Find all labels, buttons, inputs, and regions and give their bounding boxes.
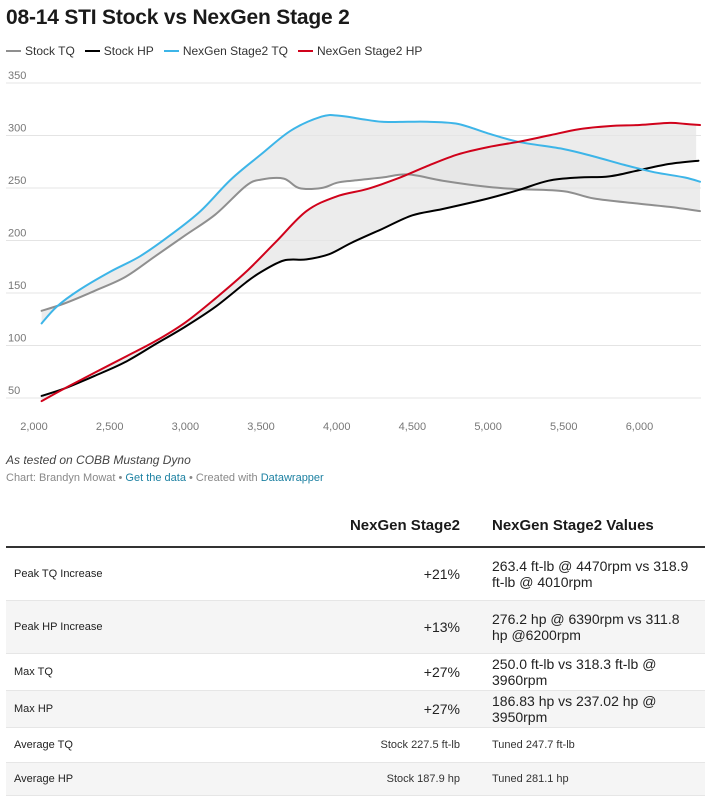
row-label: Average HP [6,762,222,796]
legend-item-stock-hp: Stock HP [84,44,154,58]
datawrapper-link[interactable]: Datawrapper [260,472,324,484]
row-pct: +27% [222,653,468,691]
table-row: Max TQ +27% 250.0 ft-lb vs 318.3 ft-lb @… [6,653,705,691]
series-line-stock-tq [40,173,701,312]
legend-label-nexgen-hp: NexGen Stage2 HP [316,44,423,58]
chart-note: As tested on COBB Mustang Dyno [6,453,191,467]
legend-swatch-stock-tq [6,50,21,52]
y-tick-label: 150 [8,280,26,292]
x-tick-label: 3,000 [172,421,200,433]
legend-label-stock-tq: Stock TQ [25,44,75,58]
comparison-table: NexGen Stage2 NexGen Stage2 Values Peak … [6,513,705,796]
y-tick-label: 250 [8,175,26,187]
row-values: 263.4 ft-lb @ 4470rpm vs 318.9 ft-lb @ 4… [468,547,705,601]
x-tick-label: 4,000 [323,421,351,433]
y-tick-label: 50 [8,385,20,397]
legend-swatch-stock-hp [84,50,100,52]
chart-legend: Stock TQ Stock HP NexGen Stage2 TQ NexGe… [6,44,422,58]
gap-fill-areas [41,115,701,402]
row-stock-value: Stock 227.5 ft-lb [222,726,468,763]
row-label: Max HP [6,690,222,728]
x-axis-labels: 2,000 2,500 3,000 3,500 4,000 4,500 5,000 5,500… [20,421,653,433]
table-row: Peak TQ Increase +21% 263.4 ft-lb @ 4470… [6,547,705,601]
row-pct: +21% [222,547,468,601]
row-values: 276.2 hp @ 6390rpm vs 311.8 hp @6200rpm [468,600,705,654]
y-tick-label: 100 [8,333,26,345]
table-row: Max HP +27% 186.83 hp vs 237.02 hp @ 395… [6,690,705,728]
legend-swatch-nexgen-hp [297,50,313,52]
y-tick-label: 300 [8,123,26,135]
legend-label-nexgen-tq: NexGen Stage2 TQ [182,44,288,58]
x-tick-label: 3,500 [247,421,275,433]
line-chart: 50 100 150 200 250 300 350 2,000 2,500 3,000 3,50… [6,70,701,433]
x-tick-label: 6,000 [626,421,654,433]
legend-item-nexgen-hp: NexGen Stage2 HP [297,44,423,58]
credits-author: Chart: Brandyn Mowat [6,472,116,484]
series-line-nexgen-stage2-tq [40,114,701,325]
row-label: Average TQ [6,726,222,763]
legend-item-nexgen-tq: NexGen Stage2 TQ [163,44,288,58]
x-tick-label: 5,000 [474,421,502,433]
legend-swatch-nexgen-tq [163,50,179,52]
chart-title: 08-14 STI Stock vs NexGen Stage 2 [6,6,350,29]
series-lines [40,114,701,403]
credits-separator: • [115,472,126,484]
y-axis-labels: 50 100 150 200 250 300 350 [8,70,26,397]
legend-label-stock-hp: Stock HP [103,44,154,58]
table-header-row: NexGen Stage2 NexGen Stage2 Values [6,513,705,548]
table-header-stage2: NexGen Stage2 [222,513,468,548]
gap-fill-area [41,122,697,402]
chart-credits: Chart: Brandyn Mowat • Get the data • Cr… [6,472,324,484]
series-line-nexgen-stage2-hp [40,121,701,403]
table-header-label [6,513,222,548]
table-header-values: NexGen Stage2 Values [468,513,705,548]
x-tick-label: 2,000 [20,421,48,433]
row-stock-value: Stock 187.9 hp [222,762,468,796]
series-line-stock-hp [40,159,700,397]
y-tick-label: 350 [8,70,26,82]
table-row: Average HP Stock 187.9 hp Tuned 281.1 hp [6,762,705,796]
get-data-link[interactable]: Get the data [125,472,186,484]
row-values: 186.83 hp vs 237.02 hp @ 3950rpm [468,690,705,728]
row-tuned-value: Tuned 281.1 hp [468,762,705,796]
x-tick-label: 4,500 [399,421,427,433]
row-label: Max TQ [6,653,222,691]
row-values: 250.0 ft-lb vs 318.3 ft-lb @ 3960rpm [468,653,705,691]
credits-created-with: • Created with [185,472,261,484]
x-tick-label: 5,500 [550,421,578,433]
table-row: Peak HP Increase +13% 276.2 hp @ 6390rpm… [6,600,705,654]
y-tick-label: 200 [8,228,26,240]
row-pct: +13% [222,600,468,654]
table-row: Average TQ Stock 227.5 ft-lb Tuned 247.7… [6,726,705,763]
x-tick-label: 2,500 [96,421,124,433]
row-label: Peak TQ Increase [6,547,222,601]
row-pct: +27% [222,690,468,728]
row-label: Peak HP Increase [6,600,222,654]
legend-item-stock-tq: Stock TQ [6,44,75,58]
row-tuned-value: Tuned 247.7 ft-lb [468,726,705,763]
